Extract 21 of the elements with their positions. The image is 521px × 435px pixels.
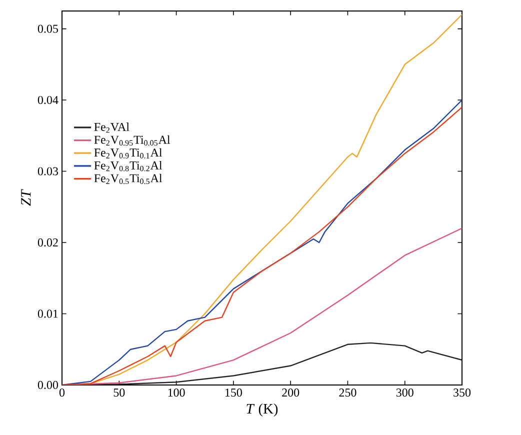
x-tick-label: 0	[59, 388, 65, 397]
legend-label: Fe$_{2}$V$_{0.8}$Ti$_{0.2}$Al	[94, 161, 162, 172]
legend-label: Fe$_{2}$V$_{0.95}$Ti$_{0.05}$Al	[94, 135, 170, 146]
y-tick-label: 0.04	[38, 96, 58, 104]
x-tick-label: 150	[225, 388, 242, 397]
legend-label: Fe$_{2}$VAl	[94, 122, 130, 133]
y-tick-label: 0.05	[38, 24, 58, 33]
x-tick-label: 100	[168, 388, 185, 397]
x-tick-label: 250	[339, 388, 356, 397]
y-tick-label: 0.03	[38, 167, 58, 176]
y-tick-label: 0.01	[38, 310, 58, 318]
x-tick-label: 200	[282, 388, 300, 397]
x-tick-label: 350	[454, 388, 471, 397]
y-tick-label: 0.02	[38, 238, 58, 247]
x-axis-title: T (K)	[246, 403, 278, 417]
legend-label: Fe$_{2}$V$_{0.9}$Ti$_{0.1}$Al	[94, 148, 162, 158]
x-tick-label: 300	[396, 388, 414, 397]
x-tick-label: 50	[114, 388, 125, 397]
legend-label: Fe$_{2}$V$_{0.5}$Ti$_{0.5}$Al	[94, 174, 162, 184]
y-axis-title: ZT	[21, 189, 31, 206]
y-tick-label: 0.00	[38, 380, 58, 390]
